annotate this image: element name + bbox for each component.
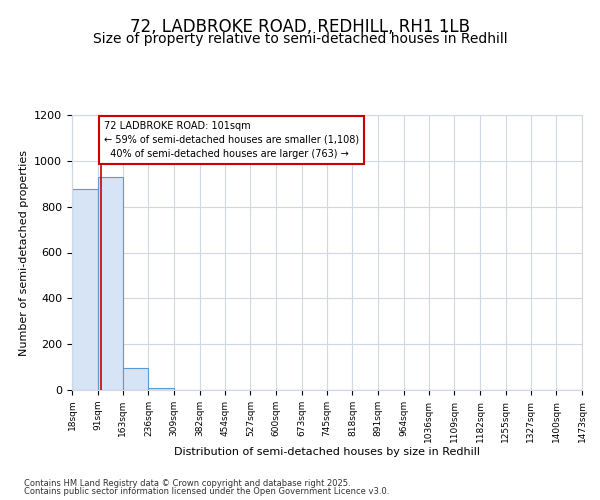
Text: Contains public sector information licensed under the Open Government Licence v3: Contains public sector information licen… — [24, 487, 389, 496]
Y-axis label: Number of semi-detached properties: Number of semi-detached properties — [19, 150, 29, 356]
Bar — [98, 177, 123, 390]
X-axis label: Distribution of semi-detached houses by size in Redhill: Distribution of semi-detached houses by … — [174, 448, 480, 458]
Text: 72, LADBROKE ROAD, REDHILL, RH1 1LB: 72, LADBROKE ROAD, REDHILL, RH1 1LB — [130, 18, 470, 36]
Bar — [123, 368, 148, 390]
Text: Contains HM Land Registry data © Crown copyright and database right 2025.: Contains HM Land Registry data © Crown c… — [24, 478, 350, 488]
Bar — [72, 190, 98, 390]
Text: 72 LADBROKE ROAD: 101sqm
← 59% of semi-detached houses are smaller (1,108)
  40%: 72 LADBROKE ROAD: 101sqm ← 59% of semi-d… — [104, 120, 359, 158]
Text: Size of property relative to semi-detached houses in Redhill: Size of property relative to semi-detach… — [92, 32, 508, 46]
Bar — [148, 388, 174, 390]
